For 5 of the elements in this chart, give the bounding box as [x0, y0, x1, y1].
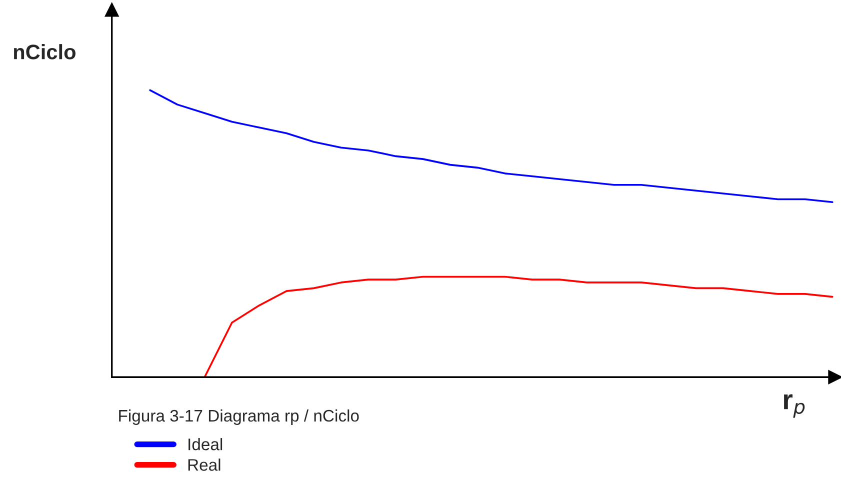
y-axis-title: nCiclo	[14, 44, 76, 60]
legend-label: Ideal	[188, 438, 222, 450]
legend-label: Real	[188, 458, 220, 471]
text: Figura 3-17 Diagrama rp / nCiclo	[119, 409, 359, 425]
x-axis-title: r$_{p}$	[784, 394, 805, 418]
